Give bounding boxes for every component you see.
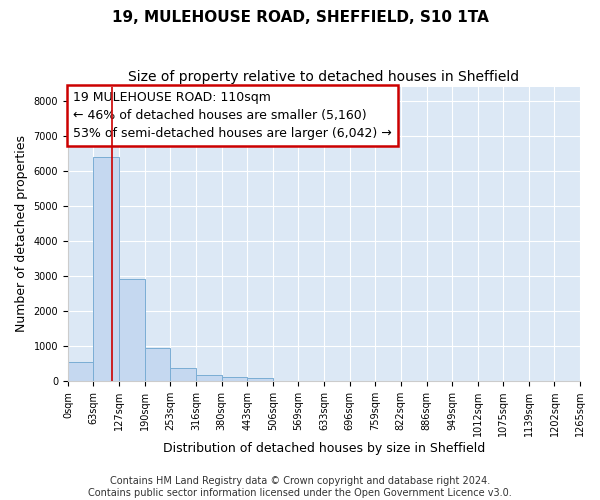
X-axis label: Distribution of detached houses by size in Sheffield: Distribution of detached houses by size … [163, 442, 485, 455]
Y-axis label: Number of detached properties: Number of detached properties [15, 136, 28, 332]
Bar [94, 156, 119, 381]
Bar [196, 374, 222, 381]
Bar [222, 376, 247, 381]
Bar [247, 378, 273, 381]
Title: Size of property relative to detached houses in Sheffield: Size of property relative to detached ho… [128, 70, 520, 84]
Bar [68, 362, 94, 381]
Text: 19, MULEHOUSE ROAD, SHEFFIELD, S10 1TA: 19, MULEHOUSE ROAD, SHEFFIELD, S10 1TA [112, 10, 488, 25]
Bar [119, 280, 145, 381]
Text: Contains HM Land Registry data © Crown copyright and database right 2024.
Contai: Contains HM Land Registry data © Crown c… [88, 476, 512, 498]
Bar [170, 368, 196, 381]
Bar [145, 348, 170, 381]
Text: 19 MULEHOUSE ROAD: 110sqm
← 46% of detached houses are smaller (5,160)
53% of se: 19 MULEHOUSE ROAD: 110sqm ← 46% of detac… [73, 91, 392, 140]
